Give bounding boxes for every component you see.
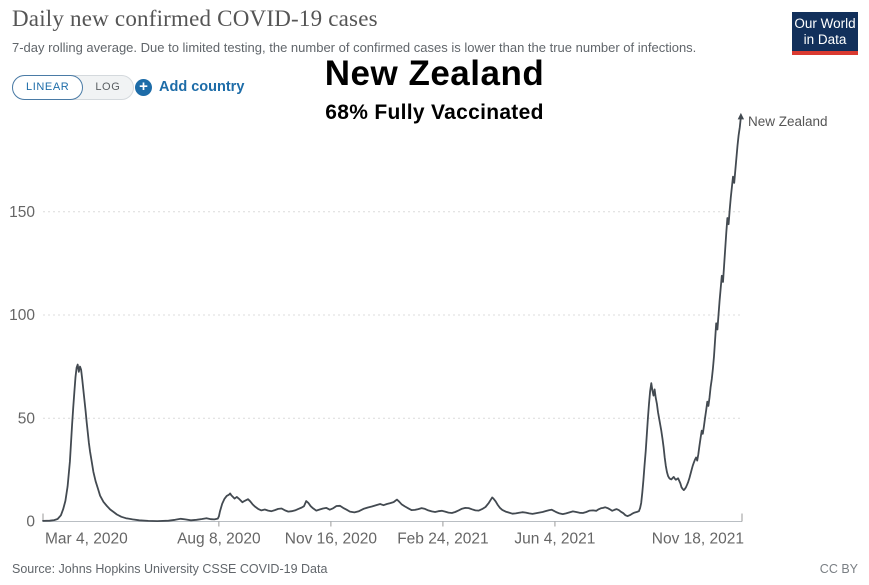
license-link[interactable]: CC BY <box>819 562 858 576</box>
y-tick-label: 0 <box>26 514 35 531</box>
entity-label: New Zealand <box>748 114 828 129</box>
add-country-button[interactable]: Add country <box>135 76 244 98</box>
plus-circle-icon <box>135 78 152 96</box>
case-line <box>42 115 742 522</box>
x-tick-label: Nov 18, 2021 <box>652 531 744 548</box>
x-tick-label: Aug 8, 2020 <box>177 531 261 548</box>
page-subtitle: 7-day rolling average. Due to limited te… <box>12 40 697 55</box>
linear-scale-button[interactable]: LINEAR <box>12 75 84 100</box>
y-tick-label: 100 <box>9 307 35 324</box>
page-title: Daily new confirmed COVID-19 cases <box>12 6 378 31</box>
x-tick-label: Feb 24, 2021 <box>397 531 488 548</box>
x-tick-label: Mar 4, 2020 <box>45 531 128 548</box>
x-tick-label: Jun 4, 2021 <box>514 531 595 548</box>
vaccination-annotation: 68% Fully Vaccinated <box>325 101 544 124</box>
line-end-arrow-icon <box>737 112 745 120</box>
add-country-label: Add country <box>159 79 245 95</box>
source-note: Source: Johns Hopkins University CSSE CO… <box>12 562 328 576</box>
owid-logo-line1: Our World <box>794 16 856 31</box>
y-tick-label: 150 <box>9 204 35 221</box>
y-tick-label: 50 <box>18 410 36 427</box>
x-tick-label: Nov 16, 2020 <box>285 531 378 548</box>
scale-toggle: LINEAR LOG <box>12 75 135 100</box>
owid-logo-line2: in Data <box>803 32 847 47</box>
owid-logo[interactable]: Our World in Data <box>792 12 858 55</box>
country-title: New Zealand <box>324 54 545 93</box>
log-scale-button[interactable]: LOG <box>95 81 121 93</box>
